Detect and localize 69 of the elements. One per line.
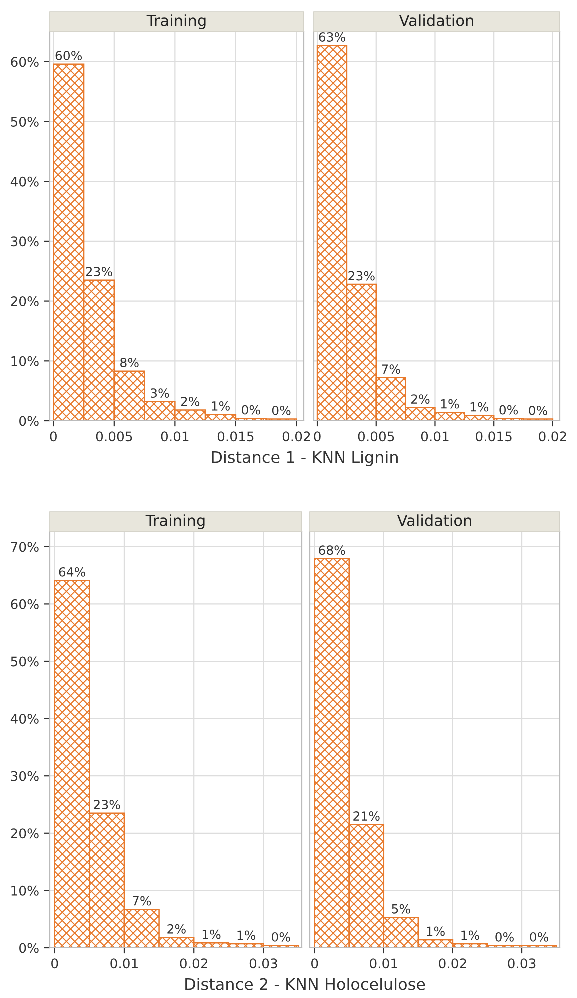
x-tick-label: 0.005 xyxy=(358,432,394,442)
data-label: 0% xyxy=(242,405,260,415)
data-label: 23% xyxy=(348,271,375,281)
chart-title: Training xyxy=(146,14,206,30)
y-tick-label: 50% xyxy=(11,116,39,127)
data-label: 7% xyxy=(382,364,400,374)
x-tick-label: 0.01 xyxy=(370,958,398,969)
x-tick-label: 0 xyxy=(52,958,58,969)
data-label: 0% xyxy=(530,932,549,942)
data-label: 0% xyxy=(496,932,514,942)
x-tick-label: 0.02 xyxy=(282,432,310,442)
data-label: 23% xyxy=(86,267,112,277)
data-label: 0% xyxy=(272,932,290,942)
data-label: 0% xyxy=(500,405,518,415)
data-label: 0% xyxy=(272,406,291,416)
x-tick-label: 0.01 xyxy=(110,958,138,969)
x-tick-label: 0.02 xyxy=(539,432,566,442)
data-label: 5% xyxy=(392,904,410,914)
x-tick-label: 0.005 xyxy=(96,432,132,442)
x-tick-label: 0.02 xyxy=(180,958,208,969)
x-tick-label: 0.015 xyxy=(218,432,254,442)
y-tick-label: 50% xyxy=(11,656,39,667)
x-tick-label: 0.03 xyxy=(508,958,536,969)
y-tick-label: 70% xyxy=(11,542,39,552)
y-tick-label: 10% xyxy=(12,356,39,366)
x-tick-label: 0 xyxy=(312,958,318,969)
data-label: 60% xyxy=(56,51,82,61)
y-tick-label: 30% xyxy=(11,236,39,247)
chart-title: Training xyxy=(146,514,205,530)
data-label: 64% xyxy=(59,567,86,577)
x-tick-label: 0.015 xyxy=(476,432,512,442)
y-tick-label: 60% xyxy=(11,57,39,68)
y-tick-label: 60% xyxy=(11,599,39,610)
data-label: 7% xyxy=(133,896,152,906)
y-tick-label: 40% xyxy=(10,176,39,187)
data-label: 1% xyxy=(470,402,489,412)
y-tick-label: 40% xyxy=(10,714,39,724)
data-label: 63% xyxy=(319,32,346,42)
data-label: 2% xyxy=(181,396,200,406)
y-tick-label: 0% xyxy=(20,416,39,426)
data-label: 1% xyxy=(238,930,256,940)
x-tick-label: 0.02 xyxy=(439,958,466,969)
chart-title: Validation xyxy=(397,514,472,526)
data-label: 68% xyxy=(319,546,346,556)
x-tick-label: 0.01 xyxy=(421,432,449,442)
x-axis-title: Distance 2 - KNN Holocelulose xyxy=(186,978,426,990)
data-label: 2% xyxy=(168,924,186,934)
data-label: 2% xyxy=(412,394,430,404)
data-label: 0% xyxy=(529,406,548,416)
data-label: 1% xyxy=(462,930,480,940)
data-label: 1% xyxy=(427,926,445,936)
y-tick-label: 30% xyxy=(11,771,39,782)
chart-title: Validation xyxy=(399,14,474,26)
x-tick-label: 0.03 xyxy=(250,958,278,969)
y-tick-label: 10% xyxy=(12,886,39,896)
y-tick-label: 0% xyxy=(20,943,39,954)
y-tick-label: 20% xyxy=(11,296,39,307)
data-label: 1% xyxy=(441,399,460,409)
x-tick-label: 0 xyxy=(50,432,57,442)
data-label: 3% xyxy=(151,388,170,398)
y-tick-label: 20% xyxy=(11,828,39,839)
x-tick-label: 0.01 xyxy=(161,432,189,442)
data-label: 23% xyxy=(94,800,120,810)
data-label: 1% xyxy=(212,401,230,411)
data-label: 1% xyxy=(202,930,221,940)
data-label: 21% xyxy=(354,812,380,821)
x-tick-label: 0 xyxy=(314,432,321,442)
data-label: 8% xyxy=(120,358,139,368)
x-axis-title: Distance 1 - KNN Lignin xyxy=(212,451,398,466)
